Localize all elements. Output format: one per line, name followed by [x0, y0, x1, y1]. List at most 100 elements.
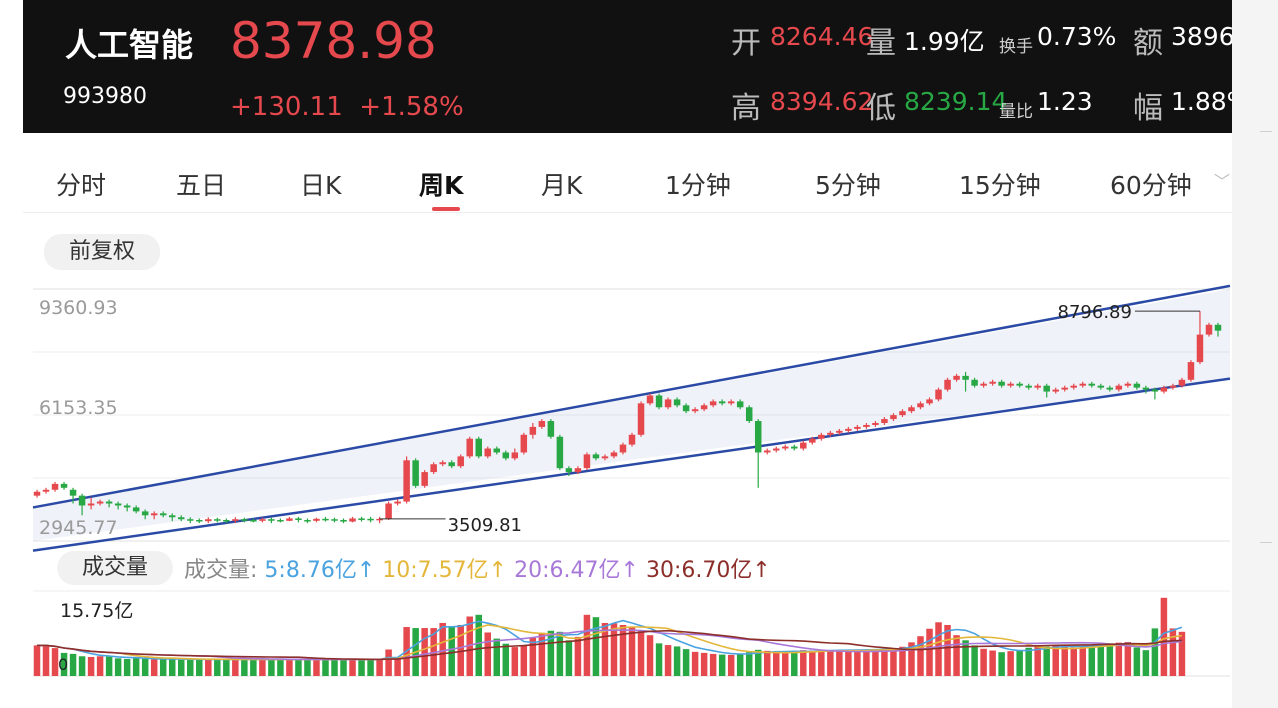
candle-body [971, 379, 978, 386]
volume-bar [646, 635, 654, 676]
stock-code: 993980 [63, 84, 147, 109]
volume-bar [259, 659, 266, 676]
volume-bar [1034, 646, 1041, 676]
candle-body [159, 513, 167, 516]
volume-ma30: 30:6.70亿 [645, 558, 753, 583]
candle-body [863, 424, 870, 427]
volume-bar [1160, 597, 1168, 676]
candle-body [42, 489, 50, 492]
chevron-down-icon[interactable]: ﹀ [1214, 172, 1231, 191]
candle-body [78, 495, 86, 506]
tab-weekly-k[interactable]: 周K [419, 171, 464, 200]
volume-bar [727, 654, 735, 676]
candle-body [1196, 334, 1204, 363]
volume-bar [1115, 642, 1123, 676]
candle-body [989, 381, 996, 384]
tab-intraday[interactable]: 分时 [56, 171, 107, 200]
volume-bar [367, 659, 374, 676]
candle-body [845, 428, 852, 431]
volume-bar [845, 649, 852, 676]
candle-body [484, 448, 492, 457]
volume-bar [484, 632, 492, 676]
high-annotation: 8796.89 [1058, 302, 1132, 323]
volume-bar [673, 646, 681, 676]
candle-body [60, 483, 68, 488]
volume-bar [96, 656, 104, 676]
volume-bar [349, 659, 356, 676]
candle-body [538, 421, 546, 427]
candle-body [1016, 383, 1023, 386]
candle-body [890, 415, 897, 420]
tab-15-minute[interactable]: 15分钟 [959, 171, 1041, 200]
tab-five-day[interactable]: 五日 [176, 171, 227, 200]
candle-body [736, 401, 744, 408]
side-scroll-strip [1232, 0, 1278, 708]
volume-bar [962, 640, 969, 676]
volume-ma20: 20:6.47亿 [514, 558, 621, 583]
candle-body [637, 403, 645, 435]
volume-bar [268, 659, 275, 676]
volume-bar [1043, 646, 1050, 676]
candle-body [827, 432, 834, 435]
price-annotations: 8796.89 3509.81 [379, 302, 1200, 536]
candle-body [313, 518, 320, 521]
tab-daily-k[interactable]: 日K [300, 171, 342, 200]
candle-body [403, 460, 410, 502]
candle-body [250, 520, 257, 522]
tab-monthly-k[interactable]: 月K [541, 171, 583, 200]
volume-bar [709, 653, 717, 676]
candle-body [69, 489, 77, 496]
tab-5-minute[interactable]: 5分钟 [815, 171, 881, 200]
candle-body [177, 517, 185, 520]
volume-bar [565, 640, 573, 676]
volume-bar [836, 650, 843, 676]
volume-bar [123, 659, 131, 676]
candle-body [286, 518, 293, 521]
volume-bar [340, 659, 347, 676]
volume-bar [818, 650, 825, 676]
kline-chart[interactable]: 8796.89 3509.81 9360.93 6153.35 2945.77 … [0, 0, 1232, 708]
candle-body [709, 401, 717, 406]
candle-body [96, 501, 104, 504]
volume-bar [529, 637, 537, 676]
amount-label: 额 [1133, 26, 1163, 61]
tab-60-minute[interactable]: 60分钟 [1110, 171, 1192, 200]
volume-bar [241, 659, 248, 676]
volume-zero-label: 0 [58, 655, 68, 674]
volume-bar [1133, 647, 1141, 676]
volume-bar [718, 654, 726, 676]
candle-body [1088, 383, 1096, 386]
high-value: 8394.62 [770, 87, 874, 116]
volume-bar [610, 623, 618, 676]
candle-body [466, 438, 473, 457]
candle-body [259, 519, 266, 521]
candle-body [836, 430, 843, 433]
candle-body [628, 434, 636, 445]
candle-body [304, 520, 311, 522]
volume-legend-label: 成交量: [184, 558, 258, 583]
candle-body [196, 520, 203, 522]
volume-indicator-button[interactable]: 成交量 [57, 551, 173, 585]
divider [1260, 542, 1272, 543]
candle-body [448, 462, 455, 467]
divider [1260, 131, 1272, 132]
volume-bar [980, 648, 987, 676]
candle-body [394, 501, 401, 504]
volume-ma5: 5:8.76亿 [264, 558, 357, 583]
adjust-mode-button[interactable]: 前复权 [44, 234, 160, 270]
candle-body [547, 421, 555, 437]
candle-body [664, 399, 672, 408]
quote-header: 人工智能 993980 8378.98 +130.11 +1.58% 开 826… [23, 0, 1232, 133]
candle-body [1025, 385, 1032, 388]
volume-ratio-label: 量比 [999, 102, 1033, 122]
tab-1-minute[interactable]: 1分钟 [665, 171, 731, 200]
volume-ma-lines [37, 619, 1183, 661]
volume-bar [304, 659, 311, 676]
volume-bar [556, 631, 564, 676]
volume-bar [1151, 628, 1159, 676]
current-price: 8378.98 [230, 12, 437, 70]
volume-bar [51, 648, 59, 676]
candle-body [141, 511, 149, 516]
low-annotation: 3509.81 [448, 515, 522, 536]
period-tabs: 分时 五日 日K 周K 月K 1分钟 5分钟 15分钟 60分钟 ﹀ [23, 140, 1232, 213]
